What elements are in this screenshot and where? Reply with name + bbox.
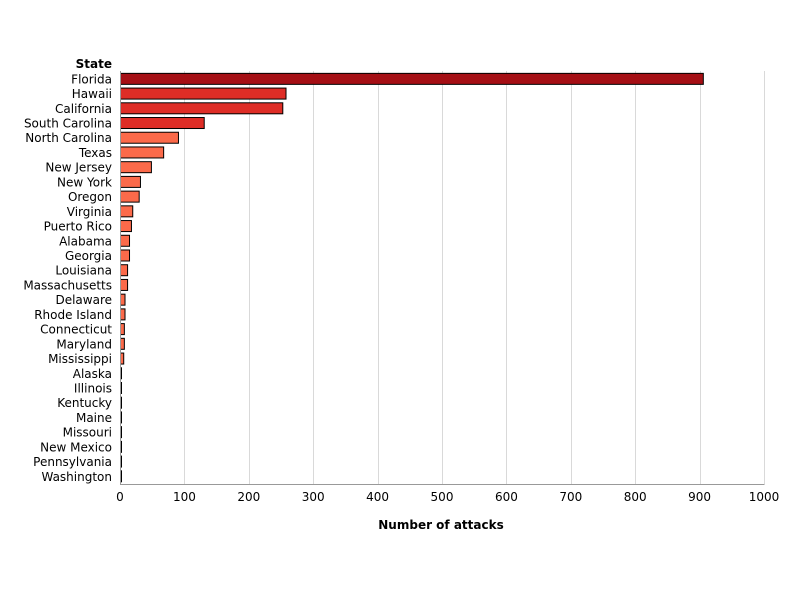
x-tick-label: 100 — [173, 490, 196, 504]
bar-alabama — [120, 234, 131, 247]
bar-florida — [120, 72, 704, 85]
category-label: Alabama — [59, 234, 112, 248]
category-label: Connecticut — [40, 323, 112, 337]
bar-south-carolina — [120, 117, 205, 130]
bar-virginia — [120, 205, 134, 218]
category-label: New Mexico — [40, 440, 112, 454]
x-axis-title: Number of attacks — [378, 518, 503, 532]
category-axis-title: State — [76, 57, 112, 71]
category-label: Mississippi — [48, 352, 112, 366]
category-label: California — [55, 102, 112, 116]
category-label: New York — [57, 175, 112, 189]
bar-oregon — [120, 190, 140, 203]
bar-delaware — [120, 293, 126, 306]
category-label: New Jersey — [45, 161, 112, 175]
x-tick-label: 300 — [302, 490, 325, 504]
category-label: Delaware — [55, 293, 112, 307]
category-label: South Carolina — [24, 117, 112, 131]
x-tick-label: 500 — [431, 490, 454, 504]
bar-massachusetts — [120, 278, 129, 291]
category-label: Alaska — [73, 367, 112, 381]
category-label: Texas — [78, 146, 112, 160]
category-label: Illinois — [74, 381, 112, 395]
category-label: Maine — [76, 411, 112, 425]
category-label: Washington — [41, 470, 112, 484]
category-label: Maryland — [56, 337, 112, 351]
category-label: Missouri — [63, 426, 112, 440]
bar-new-jersey — [120, 161, 152, 174]
bar-georgia — [120, 249, 131, 262]
x-tick-label: 600 — [495, 490, 518, 504]
x-tick-label: 0 — [116, 490, 124, 504]
category-label: Oregon — [68, 190, 112, 204]
category-label: North Carolina — [25, 131, 112, 145]
category-label: Georgia — [65, 249, 112, 263]
bar-maryland — [120, 337, 125, 350]
grid-lines — [184, 71, 765, 484]
bar-texas — [120, 146, 165, 159]
category-label: Virginia — [67, 205, 112, 219]
x-tick-label: 800 — [624, 490, 647, 504]
bar-rhode-island — [120, 308, 126, 321]
bar-new-york — [120, 175, 141, 188]
bar-hawaii — [120, 87, 287, 100]
category-label: Rhode Island — [34, 308, 112, 322]
category-label: Puerto Rico — [44, 220, 112, 234]
category-label: Pennsylvania — [33, 455, 112, 469]
category-label: Florida — [71, 72, 112, 86]
category-label: Massachusetts — [23, 278, 112, 292]
category-label: Kentucky — [57, 396, 112, 410]
bar-louisiana — [120, 264, 129, 277]
bar-connecticut — [120, 323, 125, 336]
x-tick-label: 200 — [237, 490, 260, 504]
bar-california — [120, 102, 284, 115]
x-tick-label: 1000 — [749, 490, 780, 504]
x-tick-label: 400 — [366, 490, 389, 504]
category-label: Hawaii — [72, 87, 112, 101]
x-tick-labels: 0 100 200 300 400 500 600 700 800 900 1000 — [116, 490, 779, 504]
x-tick-label: 700 — [559, 490, 582, 504]
bars — [120, 72, 704, 483]
x-tick-label: 900 — [688, 490, 711, 504]
category-label: Louisiana — [55, 264, 112, 278]
bar-puerto-rico — [120, 220, 132, 233]
bar-north-carolina — [120, 131, 179, 144]
